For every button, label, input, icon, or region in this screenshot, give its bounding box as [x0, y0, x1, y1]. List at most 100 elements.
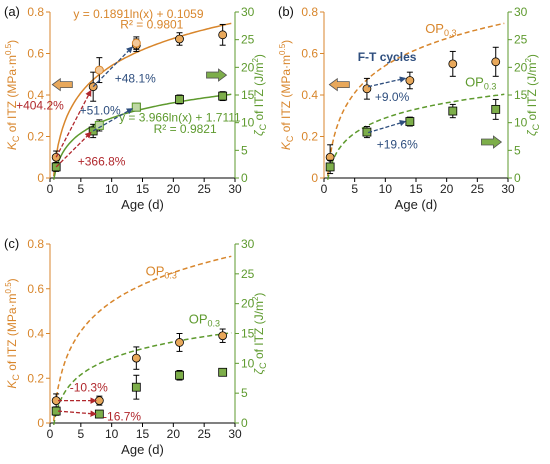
reference-curve-left [326, 22, 505, 177]
data-point-circle [491, 57, 501, 67]
data-point-circle [94, 396, 104, 406]
data-point-square-open [131, 102, 141, 112]
y-right-tick-label: 20 [241, 297, 255, 311]
y-right-tick-label: 30 [241, 5, 255, 19]
data-point-square [491, 104, 501, 114]
data-point-circle [218, 331, 228, 341]
panel-label: (c) [4, 236, 19, 251]
change-arrow [367, 119, 407, 134]
fit-curve-right [52, 93, 232, 180]
y-right-tick-label: 25 [241, 33, 255, 47]
y-right-axis-label: ζC of ITZ (J/m2) [251, 293, 268, 375]
percent-change-label: +51.0% [80, 103, 121, 117]
reference-curve-label-right: OP0.3 [189, 311, 220, 328]
y-left-tick-label: 0.4 [301, 88, 318, 102]
y-left-tick-label: 0.8 [27, 5, 44, 19]
x-tick-label: 30 [228, 427, 242, 441]
x-tick-label: 5 [351, 182, 358, 196]
percent-change-label: -10.3% [70, 381, 108, 395]
data-point-circle [448, 59, 458, 69]
y-right-tick-label: 15 [514, 88, 528, 102]
panel-b: 0 5 10 15 20 25 3000.20.40.60.8051015202530Age… [278, 4, 541, 212]
y-left-axis-label: KC of ITZ (MPa·m0.5) [278, 40, 295, 150]
y-right-tick-label: 0 [514, 171, 521, 185]
change-arrow [55, 89, 92, 158]
reference-curve-right [52, 332, 232, 426]
y-right-tick-label: 5 [241, 143, 248, 157]
x-tick-label: 15 [136, 427, 150, 441]
data-point-square [325, 162, 335, 172]
y-right-tick-label: 0 [241, 171, 248, 185]
fit-r2-left: R² = 0.9801 [120, 18, 183, 32]
data-point-square [218, 91, 228, 101]
y-right-tick-label: 5 [241, 386, 248, 400]
y-right-tick-label: 0 [241, 416, 248, 430]
data-point-circle-open [94, 65, 104, 75]
data-point-square [218, 367, 228, 377]
fit-curve-left [52, 22, 232, 177]
x-tick-label: 20 [440, 182, 454, 196]
y-left-tick-label: 0 [311, 171, 318, 185]
y-left-axis-label: KC of ITZ (MPa·m0.5) [4, 278, 21, 388]
percent-change-label: +404.2% [16, 99, 64, 113]
y-right-axis-label: ζC of ITZ (J/m2) [251, 54, 268, 136]
x-tick-label: 25 [471, 182, 485, 196]
panel-a: 0 5 10 15 20 25 3000.20.40.60.8051015202530Age… [4, 4, 268, 212]
percent-change-label: +48.1% [115, 72, 156, 86]
fit-equation-left: y = 0.1891ln(x) + 0.1059 [73, 7, 203, 21]
fit-r2-right: R² = 0.9821 [154, 122, 217, 136]
x-tick-label: 25 [197, 182, 211, 196]
data-point-circle [218, 30, 228, 40]
y-left-tick-label: 0.2 [301, 130, 318, 144]
percent-change-label: +366.8% [78, 154, 126, 168]
x-tick-label: 20 [167, 182, 181, 196]
right-axis-arrow [481, 135, 503, 149]
data-point-circle [131, 353, 141, 363]
y-left-tick-label: 0.4 [27, 327, 44, 341]
x-tick-label: 30 [501, 182, 515, 196]
inner-title: F-T cycles [358, 50, 417, 64]
left-axis-arrow [328, 77, 350, 92]
x-tick-label: 10 [105, 427, 119, 441]
y-right-tick-label: 15 [241, 327, 255, 341]
x-axis-label: Age (d) [121, 197, 164, 212]
x-tick-label: 0 [47, 182, 54, 196]
y-right-tick-label: 15 [241, 88, 255, 102]
y-left-tick-label: 0 [37, 416, 44, 430]
data-point-square [405, 117, 415, 126]
left-axis-arrow [51, 77, 73, 92]
x-tick-label: 15 [136, 182, 150, 196]
data-point-circle-open [131, 38, 141, 48]
y-right-tick-label: 30 [241, 237, 255, 251]
fit-equation-right: y = 3.966ln(x) + 1.7111 [119, 111, 241, 125]
y-left-tick-label: 0.8 [301, 5, 318, 19]
y-left-axis-label: KC of ITZ (MPa·m0.5) [4, 40, 21, 150]
panel-label: (b) [278, 4, 294, 19]
y-left-tick-label: 0.6 [301, 47, 318, 61]
data-point-square [175, 95, 184, 104]
reference-curve-left [52, 255, 232, 421]
x-tick-label: 10 [105, 182, 119, 196]
y-right-tick-label: 25 [241, 267, 255, 281]
y-right-tick-label: 30 [514, 5, 528, 19]
y-left-tick-label: 0.4 [27, 88, 44, 102]
y-left-tick-label: 0.6 [27, 47, 44, 61]
x-tick-label: 5 [77, 427, 84, 441]
reference-curve-label-right: OP0.3 [465, 75, 496, 92]
data-point-square-open [94, 120, 104, 130]
y-right-tick-label: 10 [241, 356, 255, 370]
y-left-tick-label: 0.8 [27, 237, 44, 251]
reference-curve-label-left: OP0.3 [425, 21, 456, 38]
change-arrow [57, 410, 97, 417]
x-tick-label: 10 [379, 182, 393, 196]
change-arrow [92, 108, 134, 132]
y-right-tick-label: 25 [514, 33, 528, 47]
x-tick-label: 5 [77, 182, 84, 196]
percent-change-label: +19.6% [377, 138, 418, 152]
y-right-tick-label: 10 [241, 116, 255, 130]
data-point-square [448, 106, 458, 116]
x-tick-label: 25 [197, 427, 211, 441]
reference-curve-label-left: OP0.3 [146, 263, 177, 280]
x-tick-label: 30 [228, 182, 242, 196]
